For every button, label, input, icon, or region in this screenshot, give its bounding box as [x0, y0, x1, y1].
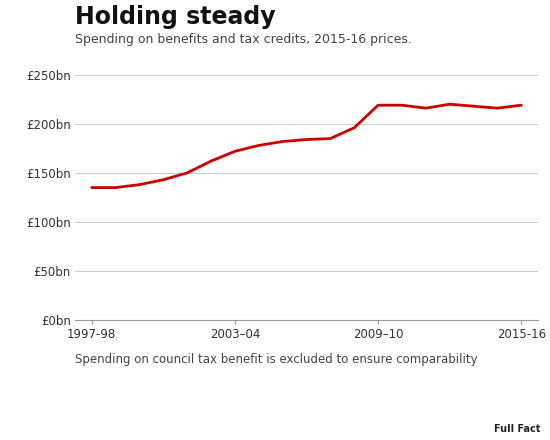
- Text: Holding steady: Holding steady: [75, 5, 276, 29]
- Polygon shape: [476, 378, 550, 440]
- Text: Spending on council tax benefit is excluded to ensure comparability: Spending on council tax benefit is exclu…: [75, 352, 477, 366]
- Text: Spending on benefits and tax credits, 2015-16 prices.: Spending on benefits and tax credits, 20…: [75, 33, 412, 46]
- Text: Full Fact: Full Fact: [494, 424, 540, 434]
- Text: Source:: Source:: [10, 403, 63, 415]
- Text: Institute for Fiscal Studies: Institute for Fiscal Studies: [55, 403, 217, 415]
